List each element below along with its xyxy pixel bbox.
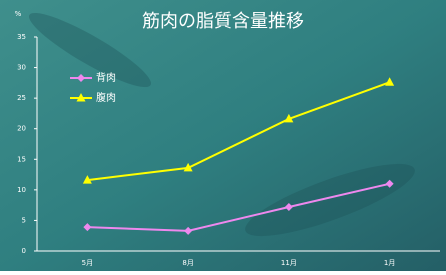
x-tick-label: 11月	[281, 259, 297, 267]
y-tick-label: 5	[22, 216, 26, 224]
y-tick-label: 15	[17, 155, 26, 163]
x-tick-label: 8月	[182, 259, 193, 267]
y-axis-label: %	[15, 10, 22, 18]
chart: 筋肉の脂質含量推移 % 0 5 10 15 20 25 30 35 5月 8月 11月 1月 背肉腹肉	[0, 0, 446, 271]
x-tick-label: 5月	[82, 259, 93, 267]
legend-label: 腹肉	[96, 91, 116, 104]
y-tick-label: 35	[17, 33, 26, 41]
y-tick-label: 20	[17, 125, 26, 133]
x-tick-label: 1月	[384, 259, 395, 267]
y-tick-label: 25	[17, 94, 26, 102]
y-tick-label: 0	[22, 247, 26, 255]
page: {"chart_data": {"type": "line", "title":…	[0, 0, 446, 275]
legend-label: 背肉	[96, 71, 116, 84]
y-tick-label: 30	[17, 64, 26, 72]
chart-title: 筋肉の脂質含量推移	[142, 11, 304, 32]
y-tick-label: 10	[17, 186, 26, 194]
